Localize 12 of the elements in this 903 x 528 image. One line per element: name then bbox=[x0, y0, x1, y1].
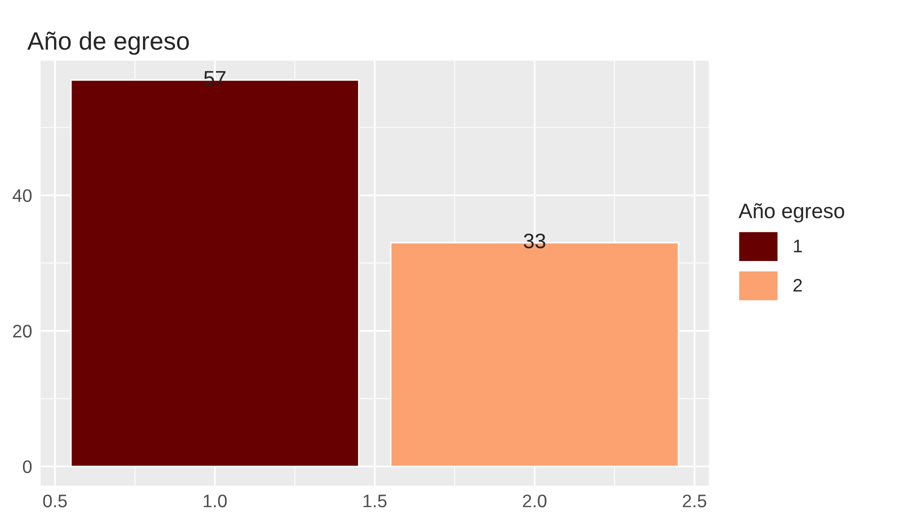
x-tick-label: 2.0 bbox=[522, 494, 546, 508]
y-tick-label: 0 bbox=[22, 460, 32, 474]
y-tick-label: 40 bbox=[12, 189, 32, 202]
chart-title: Año de egreso bbox=[27, 31, 189, 55]
x-tick-label: 2.5 bbox=[682, 494, 706, 508]
x-tick-label: 1.5 bbox=[364, 494, 387, 508]
y-tick-label: 20 bbox=[13, 324, 32, 338]
legend-label: 1 bbox=[794, 240, 802, 252]
x-tick-label: 0.5 bbox=[43, 494, 67, 508]
legend-title: Año egreso bbox=[738, 203, 844, 222]
legend-label: 2 bbox=[794, 278, 802, 292]
x-tick-label: 1.0 bbox=[204, 494, 227, 508]
